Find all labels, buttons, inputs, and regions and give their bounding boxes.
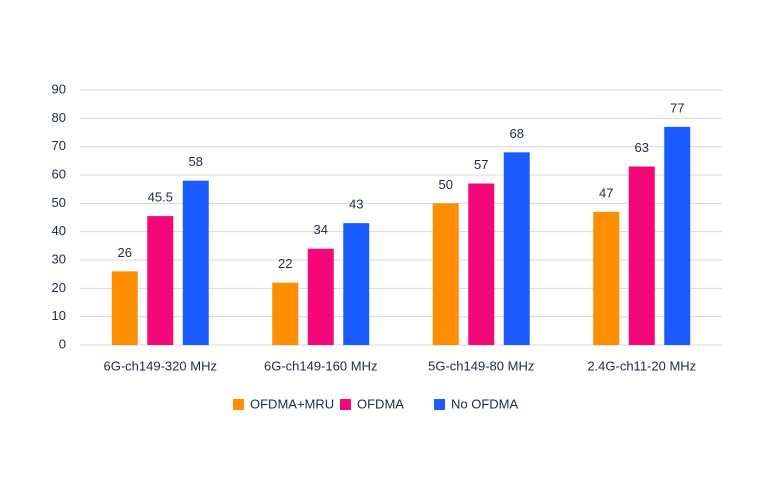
data-label: 50 [439, 177, 453, 192]
bar [343, 223, 370, 345]
data-label: 45.5 [148, 190, 173, 205]
bar [593, 211, 620, 345]
y-tick-label: 70 [52, 138, 66, 153]
y-tick-label: 10 [52, 308, 66, 323]
y-tick-label: 20 [52, 280, 66, 295]
legend-label: No OFDMA [451, 396, 519, 411]
data-label: 22 [278, 256, 292, 271]
x-tick-label: 6G-ch149-320 MHz [104, 358, 217, 373]
y-tick-label: 50 [52, 195, 66, 210]
bar [468, 183, 495, 345]
x-tick-label: 6G-ch149-160 MHz [264, 358, 377, 373]
y-tick-label: 90 [52, 81, 66, 96]
legend-label: OFDMA [357, 396, 404, 411]
bar [272, 282, 299, 345]
data-label: 43 [349, 197, 363, 212]
data-label: 34 [314, 222, 328, 237]
y-tick-label: 60 [52, 166, 66, 181]
data-label: 58 [189, 154, 203, 169]
bar [182, 180, 209, 345]
data-label: 47 [599, 185, 613, 200]
bar [111, 271, 138, 345]
y-tick-label: 40 [52, 223, 66, 238]
bar [307, 248, 334, 345]
data-label: 26 [118, 245, 132, 260]
legend-label: OFDMA+MRU [250, 396, 334, 411]
y-tick-label: 0 [59, 336, 66, 351]
legend-swatch [434, 399, 445, 410]
data-label: 77 [670, 100, 684, 115]
legend-swatch [340, 399, 351, 410]
data-label: 57 [474, 157, 488, 172]
bar [432, 203, 459, 345]
y-tick-label: 30 [52, 251, 66, 266]
legend-swatch [233, 399, 244, 410]
bar [503, 152, 530, 345]
x-tick-label: 2.4G-ch11-20 MHz [587, 358, 696, 373]
y-tick-label: 80 [52, 110, 66, 125]
bar [628, 166, 655, 345]
data-label: 68 [510, 126, 524, 141]
bar [147, 216, 174, 345]
x-tick-label: 5G-ch149-80 MHz [428, 358, 534, 373]
bar [664, 126, 691, 345]
data-label: 63 [635, 140, 649, 155]
